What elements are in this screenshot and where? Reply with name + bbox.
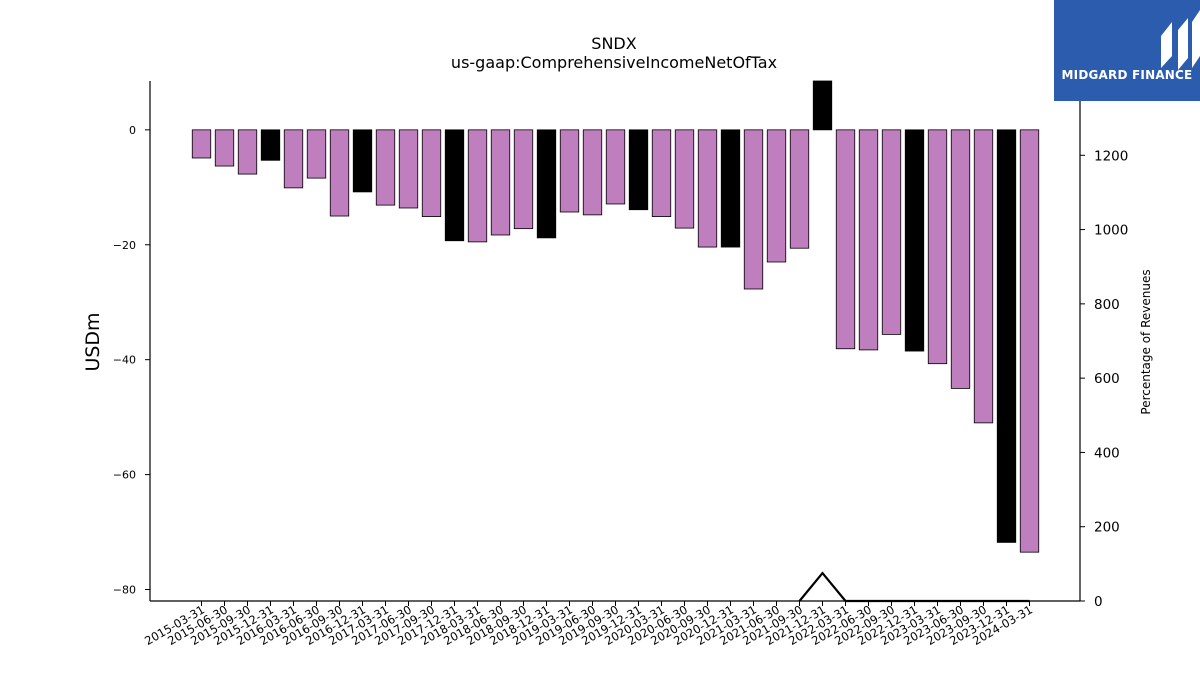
chart-subtitle: us-gaap:ComprehensiveIncomeNetOfTax	[451, 53, 777, 72]
y2-tick-label: 600	[1094, 371, 1120, 387]
bar	[559, 129, 580, 213]
bar	[950, 129, 971, 389]
bar	[789, 129, 810, 249]
y-tick-label: −80	[113, 584, 136, 597]
bar	[237, 129, 258, 175]
bar	[352, 129, 373, 193]
brand-name: MIDGARD FINANCE	[1061, 68, 1193, 82]
y-axis-label: USDm	[82, 312, 104, 371]
brand-logo: MIDGARD FINANCE	[1054, 0, 1200, 101]
bar	[628, 129, 649, 211]
plot-area: 0−20−40−60−80020040060080010001200140020…	[113, 74, 1129, 648]
bar	[697, 129, 718, 248]
bar	[260, 129, 281, 161]
chart-title: SNDX	[591, 34, 636, 53]
midgard-m-icon	[1161, 10, 1200, 70]
y2-tick-label: 800	[1094, 297, 1120, 313]
bar	[375, 129, 396, 206]
bar	[214, 129, 235, 167]
bar	[421, 129, 442, 218]
bar	[651, 129, 672, 218]
bar	[329, 129, 350, 217]
y-tick-label: −60	[113, 469, 136, 482]
bar	[444, 129, 465, 242]
bar	[973, 129, 994, 424]
y2-tick-label: 1000	[1094, 223, 1128, 239]
bar	[306, 129, 327, 179]
y2-axis-label: Percentage of Revenues	[1139, 269, 1153, 414]
bar	[812, 80, 833, 131]
y-tick-label: 0	[129, 124, 136, 137]
bar	[1019, 129, 1040, 553]
bar	[605, 129, 626, 205]
bar	[858, 129, 879, 351]
bar	[904, 129, 925, 352]
bar	[835, 129, 856, 350]
y2-tick-label: 400	[1094, 445, 1120, 461]
y2-tick-label: 1200	[1094, 148, 1128, 164]
y-tick-label: −40	[113, 354, 136, 367]
bar	[536, 129, 557, 239]
bar	[283, 129, 304, 189]
bar	[674, 129, 695, 229]
bar	[720, 129, 741, 248]
bar	[398, 129, 419, 209]
bar	[766, 129, 787, 263]
bar	[467, 129, 488, 243]
bar	[996, 129, 1017, 543]
bar	[490, 129, 511, 236]
bar	[582, 129, 603, 216]
bar	[513, 129, 534, 230]
y2-tick-label: 0	[1094, 594, 1103, 610]
bar	[881, 129, 902, 335]
pct-revenues-line	[798, 571, 1030, 603]
y2-tick-label: 200	[1094, 520, 1120, 536]
bar	[927, 129, 948, 365]
y-tick-label: −20	[113, 239, 136, 252]
bar	[191, 129, 212, 159]
bar	[743, 129, 764, 290]
